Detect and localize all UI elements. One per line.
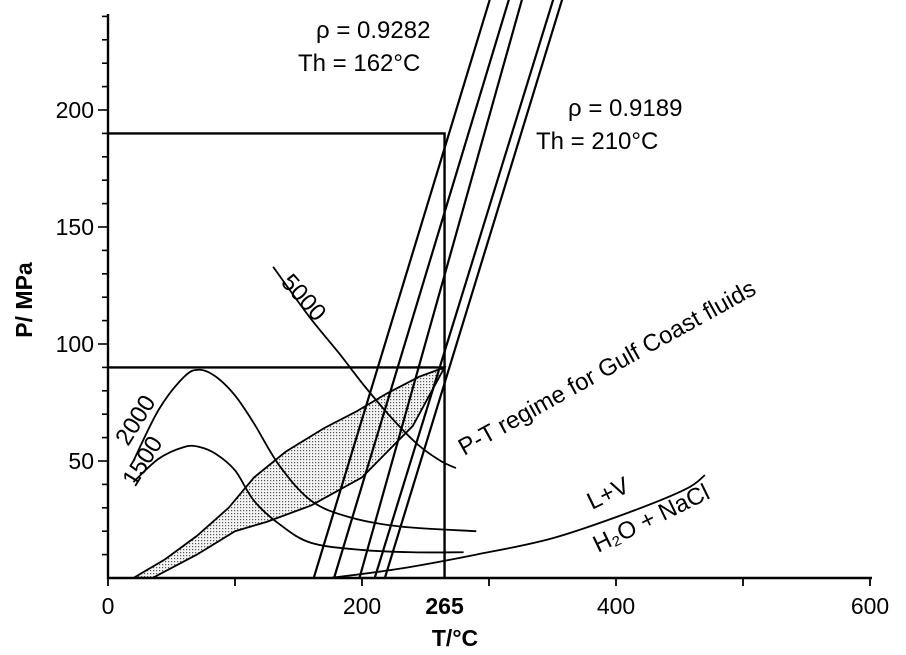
isochore-label-2-line2: Th = 210°C: [536, 128, 658, 155]
y-tick-label: 200: [56, 97, 94, 123]
x-tick-label: 400: [597, 593, 635, 619]
isochore-line-5: [383, 0, 564, 578]
isochore-label-1-line2: Th = 162°C: [298, 50, 420, 77]
isochore-label-1-line1: ρ = 0.9282: [316, 17, 430, 44]
y-tick-label: 150: [56, 214, 94, 240]
y-tick-label: 50: [68, 448, 94, 474]
regime-label: P-T regime for Gulf Coast fluids: [454, 275, 761, 461]
reference-line-1: [108, 132, 446, 578]
isochore-label-1: ρ = 0.9282 Th = 162°C: [298, 17, 437, 77]
depth-curve-5000: [272, 266, 457, 469]
isochore-label-2-line1: ρ = 0.9189: [568, 95, 682, 122]
gulf-coast-region: [131, 365, 447, 578]
depth-curve-2000: [132, 368, 477, 533]
x-tick-label: 265: [425, 593, 464, 619]
x-tick-label: 200: [343, 593, 381, 619]
depth-label-5000: 5000: [276, 269, 332, 327]
solubility-curve: [330, 474, 706, 578]
isochore-line-1: [312, 0, 491, 578]
isochore-line-4: [373, 0, 555, 578]
y-axis-label: P/ MPa: [11, 262, 37, 338]
y-tick-label: 100: [56, 331, 94, 357]
x-tick-label: 600: [851, 593, 889, 619]
x-axis-label: T/°C: [432, 625, 478, 651]
isochore-line-2: [333, 0, 510, 578]
lv-label: L+V: [583, 472, 634, 515]
isochore-label-2: ρ = 0.9189 Th = 210°C: [536, 95, 689, 155]
x-tick-label: 0: [102, 593, 115, 619]
isochore-line-3: [358, 0, 523, 578]
